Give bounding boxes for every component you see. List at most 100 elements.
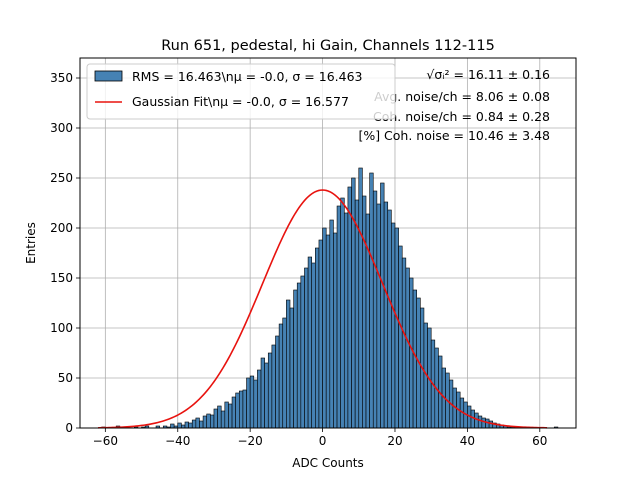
histogram-bar xyxy=(242,389,247,429)
histogram-bar xyxy=(257,369,262,429)
histogram-bar xyxy=(286,299,291,429)
histogram-bar xyxy=(199,420,204,429)
x-tick-label: 40 xyxy=(460,434,475,448)
y-axis-label: Entries xyxy=(24,222,38,264)
histogram-bar xyxy=(311,262,316,429)
histogram-bar xyxy=(278,323,284,429)
histogram-bar xyxy=(238,390,244,429)
histogram-bar xyxy=(170,423,175,429)
histogram-bar xyxy=(318,239,323,429)
histogram-bar xyxy=(362,195,367,429)
y-tick-label: 150 xyxy=(50,271,73,285)
histogram-bar xyxy=(224,401,229,429)
histogram-bar xyxy=(304,267,309,429)
histogram-bar xyxy=(260,357,265,429)
histogram-bar xyxy=(333,232,338,429)
histogram-bar xyxy=(358,167,363,429)
histogram-bar xyxy=(474,412,479,429)
y-tick-label: 300 xyxy=(50,121,73,135)
histogram-bar xyxy=(191,419,197,429)
x-axis-label: ADC Counts xyxy=(292,456,364,470)
histogram-bar xyxy=(235,392,240,429)
histogram-bar xyxy=(220,410,226,429)
histogram-bar xyxy=(253,379,258,429)
histogram-bar xyxy=(409,277,414,429)
x-tick-label: 20 xyxy=(387,434,402,448)
histogram-bar xyxy=(300,275,305,429)
histogram-bar xyxy=(217,405,222,429)
x-tick-label: 0 xyxy=(319,434,327,448)
histogram-bar xyxy=(477,415,483,429)
x-tick-label: −20 xyxy=(237,434,262,448)
histogram-bar xyxy=(481,417,486,429)
chart-title: Run 651, pedestal, hi Gain, Channels 112… xyxy=(161,38,495,54)
histogram-bar xyxy=(315,247,320,429)
histogram-bar xyxy=(271,344,276,429)
y-tick-label: 250 xyxy=(50,171,73,185)
histogram-bar xyxy=(289,307,294,429)
annotation-sigma-total: √σᵢ² = 16.11 ± 0.16 xyxy=(426,67,550,82)
y-tick-label: 0 xyxy=(65,421,73,435)
histogram-bar xyxy=(380,182,385,429)
histogram-bar xyxy=(340,197,345,429)
histogram-bar xyxy=(246,377,251,429)
histogram-bar xyxy=(405,267,410,429)
histogram-bar xyxy=(372,190,378,429)
histogram-bar xyxy=(387,209,392,429)
histogram-bar xyxy=(322,227,327,429)
x-axis-ticks: −60 −40 −20 0 20 40 60 xyxy=(93,428,547,448)
x-tick-label: 60 xyxy=(532,434,547,448)
histogram-bar xyxy=(391,222,396,429)
histogram-bar xyxy=(282,317,287,429)
histogram-bar xyxy=(267,352,273,429)
legend-histogram-swatch xyxy=(94,70,123,82)
histogram-bar xyxy=(210,414,215,429)
x-tick-label: −60 xyxy=(93,434,118,448)
legend: RMS = 16.463\nμ = -0.0, σ = 16.463 Gauss… xyxy=(86,63,396,120)
histogram-bar xyxy=(401,257,407,429)
histogram-bar xyxy=(394,227,399,429)
y-tick-label: 350 xyxy=(50,71,73,85)
histogram-bar xyxy=(249,375,255,429)
histogram-bar xyxy=(343,212,349,429)
histogram-bar xyxy=(188,422,193,429)
histogram-bar xyxy=(202,415,208,429)
histogram-bar xyxy=(351,177,356,429)
histogram-bar xyxy=(296,282,302,429)
histogram-bar xyxy=(231,396,236,429)
histogram-bar xyxy=(213,408,218,429)
histogram-bar xyxy=(293,289,298,429)
annotation-avg-noise: Avg. noise/ch = 8.06 ± 0.08 xyxy=(374,89,550,104)
plot-frame xyxy=(79,57,577,429)
y-tick-label: 100 xyxy=(50,321,73,335)
histogram-bar xyxy=(325,234,331,429)
y-axis-ticks: 0 50 100 150 200 250 300 350 xyxy=(50,71,80,435)
histogram-bar xyxy=(354,199,360,429)
histogram-bar xyxy=(184,421,189,429)
y-tick-label: 200 xyxy=(50,221,73,235)
annotation-coh-noise: Coh. noise/ch = 0.84 ± 0.28 xyxy=(373,109,550,124)
histogram-bar xyxy=(275,335,280,429)
histogram-bar xyxy=(177,422,182,429)
histogram-bar xyxy=(398,245,403,429)
histogram-bar xyxy=(383,201,389,429)
histogram-bar xyxy=(488,420,494,429)
histogram-bar xyxy=(369,172,374,429)
gaussian-fit-curve xyxy=(98,189,548,429)
y-tick-label: 50 xyxy=(58,371,73,385)
histogram-bar xyxy=(195,417,200,429)
histogram-bar xyxy=(336,205,341,429)
x-tick-label: −40 xyxy=(165,434,190,448)
histogram-bar xyxy=(264,362,269,429)
histogram-bar xyxy=(376,203,381,429)
histogram-bar xyxy=(307,256,313,429)
legend-histogram-label: RMS = 16.463\nμ = -0.0, σ = 16.463 xyxy=(132,69,363,84)
histogram-bar xyxy=(206,413,211,429)
histogram-bar xyxy=(228,403,233,429)
legend-box xyxy=(86,63,396,120)
legend-fit-label: Gaussian Fit\nμ = -0.0, σ = 16.577 xyxy=(132,94,349,109)
annotation-coh-noise-percent: [%] Coh. noise = 10.46 ± 3.48 xyxy=(358,128,550,143)
histogram-bar xyxy=(329,219,334,429)
histogram-bar xyxy=(347,186,352,429)
